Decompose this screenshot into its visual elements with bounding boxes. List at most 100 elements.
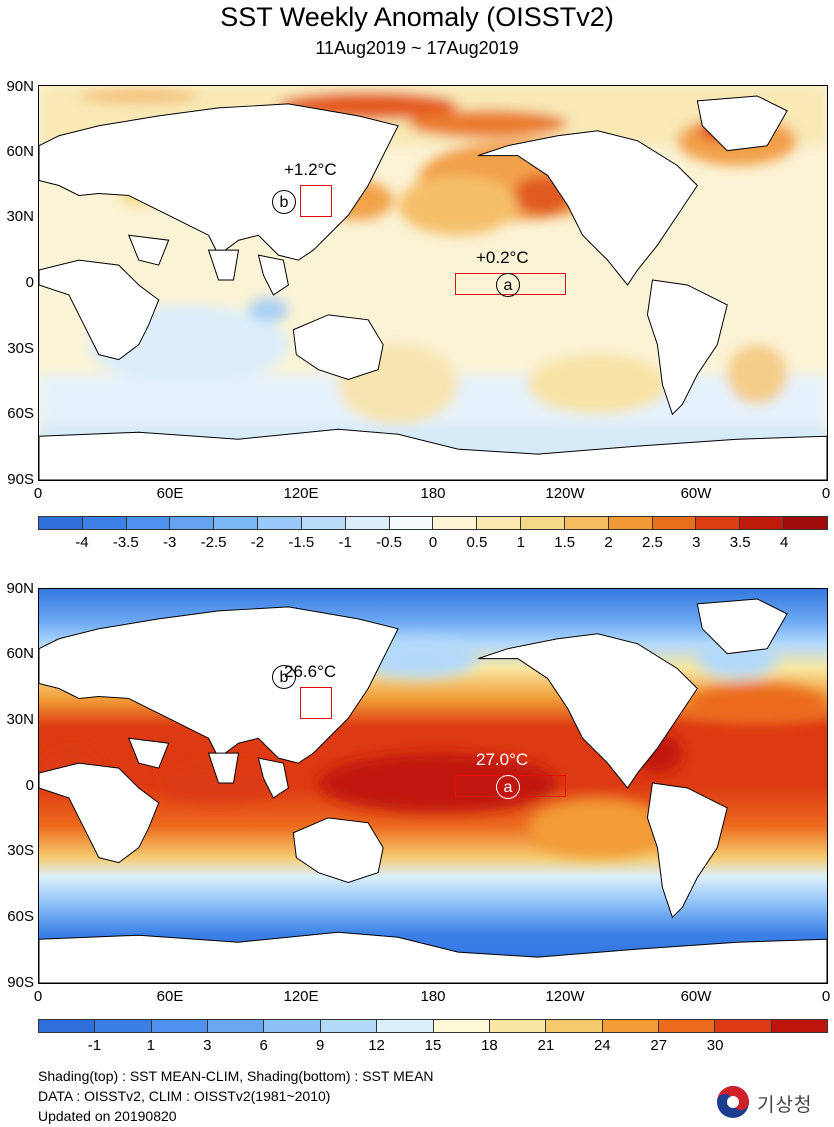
mean-sst-colorbar-swatch	[771, 1020, 828, 1032]
lat-label-90s-bottom: 90S	[7, 974, 34, 991]
mean-sst-colorbar-label: 27	[650, 1037, 668, 1054]
mean-sst-colorbar-swatch	[489, 1020, 547, 1032]
footer-updated-note: Updated on 20190820	[38, 1108, 177, 1124]
lat-label-eq-bottom: 0	[25, 777, 34, 794]
lat-label-30s-bottom: 30S	[7, 842, 34, 859]
lat-label-60s: 60S	[7, 405, 34, 422]
anomaly-colorbar-swatch	[784, 517, 827, 529]
anomaly-colorbar-swatch	[82, 517, 127, 529]
anomaly-colorbar-label: 1.5	[554, 534, 576, 551]
lon-label-60e-bottom: 60E	[156, 988, 184, 1005]
lon-label-60w-bottom: 60W	[680, 988, 712, 1005]
mean-sst-colorbar-label: 12	[368, 1037, 385, 1054]
anomaly-colorbar-swatch	[126, 517, 171, 529]
mean-sst-colorbar-swatch	[377, 1020, 434, 1032]
anomaly-colorbar-label: 3.5	[729, 534, 751, 551]
mean-sst-colorbar-swatch	[39, 1020, 96, 1032]
anomaly-colorbar-label: -4	[75, 534, 89, 551]
chart-subtitle: 11Aug2019 ~ 17Aug2019	[315, 38, 519, 58]
mean-sst-colorbar-swatch	[320, 1020, 378, 1032]
lon-label-0-end: 0	[821, 485, 831, 502]
anomaly-colorbar-swatch	[696, 517, 741, 529]
anomaly-colorbar-swatch	[521, 517, 565, 529]
mean-sst-colorbar-label: 21	[537, 1037, 555, 1054]
mean-sst-colorbar-swatch	[658, 1020, 716, 1032]
mean-sst-colorbar-label: 3	[203, 1037, 212, 1054]
chart-title: SST Weekly Anomaly (OISSTv2)	[220, 2, 614, 32]
anomaly-colorbar-swatch	[652, 517, 697, 529]
anomaly-colorbar-label: -2	[250, 534, 265, 551]
region-a-marker-bottom: a	[496, 775, 520, 799]
anomaly-colorbar-swatch	[301, 517, 346, 529]
mean-sst-colorbar-label: 24	[593, 1037, 611, 1054]
region-b-box	[300, 185, 332, 217]
lat-label-eq: 0	[25, 274, 34, 291]
region-a-marker: a	[496, 273, 520, 297]
lon-label-120w-bottom: 120W	[545, 988, 585, 1005]
region-b-mean: 26.6°C	[284, 662, 337, 681]
region-a-mean: 27.0°C	[476, 750, 529, 769]
lon-label-0-bottom: 0	[33, 988, 43, 1005]
footer-data-note: DATA : OISSTv2, CLIM : OISSTv2(1981~2010…	[38, 1088, 331, 1104]
lon-label-120e: 120E	[283, 485, 319, 502]
lat-label-30n: 30N	[6, 208, 34, 225]
mean-sst-map	[38, 588, 828, 984]
anomaly-colorbar-label: -3	[162, 534, 177, 551]
anomaly-colorbar-swatch	[433, 517, 478, 529]
anomaly-colorbar-swatch	[564, 517, 609, 529]
lon-label-0: 0	[33, 485, 43, 502]
mean-sst-colorbar-swatch	[264, 1020, 321, 1032]
mean-sst-colorbar-swatch	[151, 1020, 209, 1032]
lon-label-180-bottom: 180	[420, 988, 446, 1005]
mean-sst-colorbar-label: 30	[706, 1037, 724, 1054]
lon-label-120e-bottom: 120E	[283, 988, 319, 1005]
anomaly-colorbar-label: 1	[516, 534, 525, 551]
lon-label-60e: 60E	[156, 485, 184, 502]
kma-taegeuk-icon	[717, 1086, 749, 1118]
anomaly-colorbar-label: -2.5	[200, 534, 227, 551]
anomaly-colorbar-label: -0.5	[376, 534, 403, 551]
anomaly-colorbar-swatch	[39, 517, 83, 529]
mean-sst-colorbar-label: -1	[87, 1037, 102, 1054]
anomaly-colorbar-label: 0	[428, 534, 438, 551]
mean-sst-colorbar-swatch	[715, 1020, 772, 1032]
lat-label-60s-bottom: 60S	[7, 908, 34, 925]
lon-label-180: 180	[420, 485, 446, 502]
anomaly-colorbar-label: -3.5	[112, 534, 139, 551]
mean-sst-colorbar-label: 15	[424, 1037, 442, 1054]
region-b-anomaly: +1.2°C	[284, 160, 337, 179]
mean-sst-colorbar-swatch	[95, 1020, 152, 1032]
anomaly-colorbar-swatch	[258, 517, 302, 529]
kma-logo-text: 기상청	[757, 1095, 813, 1116]
anomaly-colorbar-swatch	[170, 517, 215, 529]
lat-label-30s: 30S	[7, 340, 34, 357]
anomaly-colorbar-label: 2	[604, 534, 613, 551]
mean-sst-colorbar-swatch	[433, 1020, 490, 1032]
lat-label-90n: 90N	[6, 78, 34, 95]
mean-sst-colorbar-swatch	[208, 1020, 265, 1032]
lat-label-30n-bottom: 30N	[6, 711, 34, 728]
anomaly-colorbar-swatch	[740, 517, 785, 529]
anomaly-colorbar-label: 3	[692, 534, 701, 551]
anomaly-colorbar-label: -1.5	[288, 534, 315, 551]
anomaly-colorbar-label: -1	[338, 534, 352, 551]
anomaly-colorbar-swatch	[389, 517, 434, 529]
lat-label-90n-bottom: 90N	[6, 580, 34, 597]
lon-label-120w: 120W	[545, 485, 585, 502]
region-b-box-bottom	[300, 687, 332, 719]
lat-label-90s: 90S	[7, 471, 34, 488]
mean-sst-colorbar-label: 1	[146, 1037, 156, 1054]
lon-label-0-end-bottom: 0	[821, 988, 831, 1005]
anomaly-colorbar-swatch	[608, 517, 653, 529]
anomaly-map	[38, 85, 828, 481]
mean-sst-colorbar-swatch	[546, 1020, 603, 1032]
anomaly-colorbar-swatch	[477, 517, 522, 529]
lat-label-60n-bottom: 60N	[6, 645, 34, 662]
anomaly-colorbar-swatch	[214, 517, 259, 529]
footer-shading-note: Shading(top) : SST MEAN-CLIM, Shading(bo…	[38, 1068, 434, 1084]
region-b-marker-bottom: b	[272, 665, 296, 689]
anomaly-colorbar-swatch	[345, 517, 390, 529]
anomaly-colorbar-label: 0.5	[466, 534, 488, 551]
anomaly-colorbar	[38, 516, 828, 530]
mean-sst-colorbar	[38, 1019, 828, 1033]
